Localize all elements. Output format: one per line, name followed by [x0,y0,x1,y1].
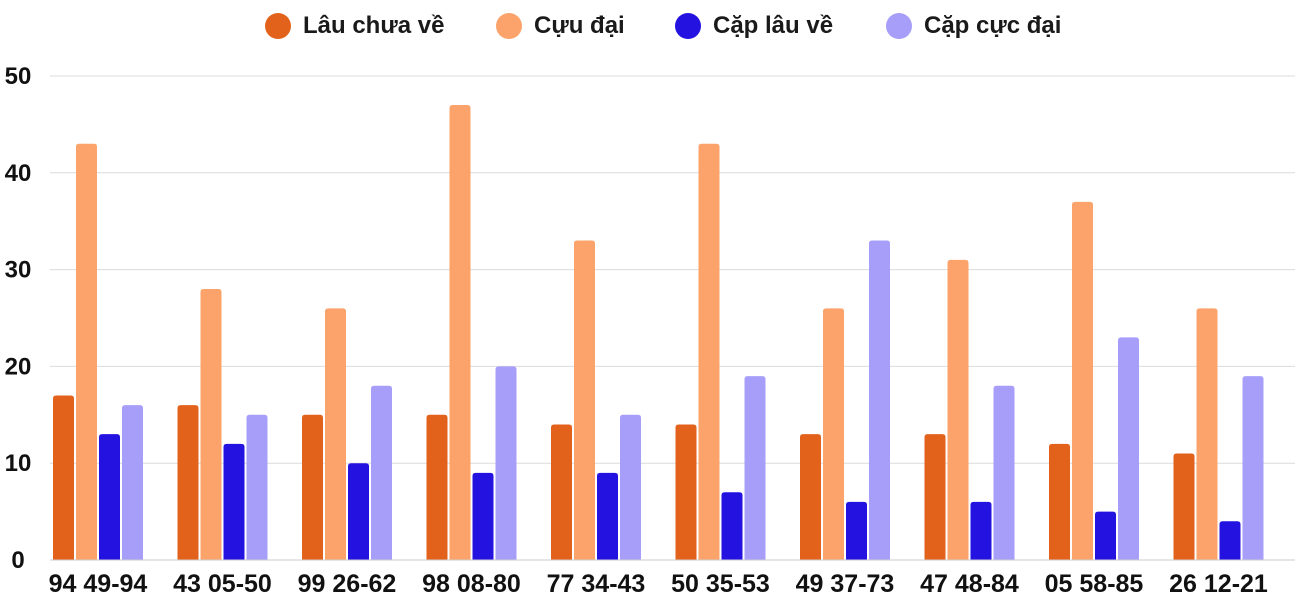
x-tick-label-94-49-94: 94 49-94 [49,570,148,598]
bar-cap-cuc-dai-77-34-43[interactable] [620,414,641,560]
bar-lau-chua-ve-77-34-43[interactable] [551,424,572,560]
legend-swatch-cap-lau-ve [675,13,701,39]
x-tick-label-05-58-85: 05 58-85 [1045,570,1144,598]
bar-cap-cuc-dai-47-48-84[interactable] [993,385,1015,560]
legend-label-cap-lau-ve: Cặp lâu về [713,12,834,39]
y-tick-label-10: 10 [5,450,32,477]
legend-item-lau-chua-ve[interactable]: Lâu chưa về [265,8,444,44]
legend-label-lau-chua-ve: Lâu chưa về [303,12,445,39]
bar-cap-lau-ve-94-49-94[interactable] [99,434,120,560]
x-tick-label-50-35-53: 50 35-53 [671,570,770,598]
bar-cap-lau-ve-43-05-50[interactable] [223,443,245,560]
bar-lau-chua-ve-98-08-80[interactable] [426,414,448,560]
legend-swatch-lau-chua-ve [265,13,291,39]
legend-item-cuu-dai[interactable]: Cựu đại [496,8,625,44]
legend-swatch-cuu-dai [496,13,522,39]
bar-lau-chua-ve-50-35-53[interactable] [675,424,697,560]
x-tick-label-49-37-73: 49 37-73 [796,570,895,598]
legend: Lâu chưa về Cựu đại Cặp lâu về Cặp cực đ… [0,8,1300,44]
bar-cap-lau-ve-26-12-21[interactable] [1219,521,1241,560]
bar-cap-lau-ve-05-58-85[interactable] [1095,511,1116,560]
bar-cap-cuc-dai-94-49-94[interactable] [122,405,143,560]
bar-cuu-dai-05-58-85[interactable] [1072,201,1093,560]
x-tick-label-47-48-84: 47 48-84 [920,570,1019,598]
bar-cap-cuc-dai-43-05-50[interactable] [246,414,268,560]
x-tick-label-77-34-43: 77 34-43 [547,570,646,598]
bar-cap-cuc-dai-98-08-80[interactable] [495,366,517,560]
y-tick-label-30: 30 [5,257,32,284]
bars [53,105,1264,560]
bar-lau-chua-ve-99-26-62[interactable] [302,414,323,560]
legend-label-cap-cuc-dai: Cặp cực đại [924,12,1062,39]
y-tick-label-0: 0 [11,547,24,574]
bar-lau-chua-ve-05-58-85[interactable] [1049,443,1070,560]
bar-lau-chua-ve-49-37-73[interactable] [800,434,821,560]
bar-cuu-dai-26-12-21[interactable] [1196,308,1218,560]
bar-cuu-dai-47-48-84[interactable] [947,259,969,560]
bar-lau-chua-ve-43-05-50[interactable] [177,405,199,560]
bar-cuu-dai-99-26-62[interactable] [325,308,346,560]
bar-cuu-dai-50-35-53[interactable] [698,143,720,560]
y-tick-label-20: 20 [5,353,32,380]
y-axis: 0 10 20 30 40 50 [5,63,32,574]
bar-cap-cuc-dai-50-35-53[interactable] [744,376,766,560]
x-axis: 94 49-94 43 05-50 99 26-62 98 08-80 77 34-43… [49,559,1295,598]
legend-label-cuu-dai: Cựu đại [534,12,625,39]
bar-cuu-dai-49-37-73[interactable] [823,308,844,560]
bar-cap-cuc-dai-26-12-21[interactable] [1242,376,1264,560]
bar-cap-lau-ve-77-34-43[interactable] [597,472,618,560]
bar-cap-lau-ve-99-26-62[interactable] [348,463,369,560]
bar-cap-lau-ve-49-37-73[interactable] [846,501,867,560]
bar-cuu-dai-98-08-80[interactable] [449,105,471,560]
y-tick-label-40: 40 [5,160,32,187]
bar-cuu-dai-77-34-43[interactable] [574,240,595,560]
x-tick-label-26-12-21: 26 12-21 [1169,570,1268,598]
x-tick-label-43-05-50: 43 05-50 [173,570,272,598]
x-tick-label-98-08-80: 98 08-80 [422,570,521,598]
y-tick-label-50: 50 [5,63,32,90]
x-tick-label-99-26-62: 99 26-62 [298,570,397,598]
bar-lau-chua-ve-26-12-21[interactable] [1173,453,1195,560]
bar-cap-cuc-dai-05-58-85[interactable] [1118,337,1139,560]
bar-lau-chua-ve-94-49-94[interactable] [53,395,74,560]
bar-lau-chua-ve-47-48-84[interactable] [924,434,946,560]
bar-cap-lau-ve-47-48-84[interactable] [970,501,992,560]
legend-item-cap-cuc-dai[interactable]: Cặp cực đại [886,8,1061,44]
bar-cap-lau-ve-50-35-53[interactable] [721,492,743,560]
bar-cuu-dai-94-49-94[interactable] [76,143,97,560]
bar-cap-lau-ve-98-08-80[interactable] [472,472,494,560]
bar-cap-cuc-dai-49-37-73[interactable] [869,240,890,560]
bar-cuu-dai-43-05-50[interactable] [200,288,222,560]
legend-swatch-cap-cuc-dai [886,13,912,39]
legend-item-cap-lau-ve[interactable]: Cặp lâu về [675,8,833,44]
gridlines [50,75,1295,464]
bar-cap-cuc-dai-99-26-62[interactable] [371,385,392,560]
